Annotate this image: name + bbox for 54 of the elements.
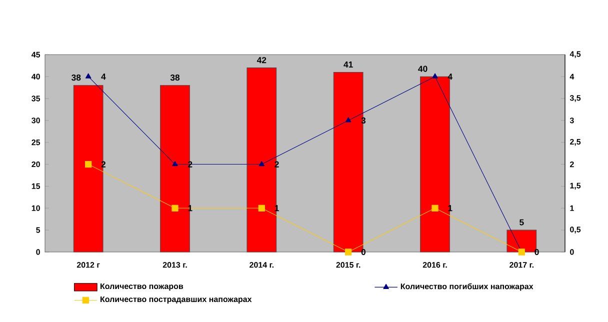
- x-tick-label: 2013 г.: [162, 262, 187, 268]
- data-label: 40: [418, 66, 428, 72]
- x-tick-label: 2015 г.: [336, 262, 360, 268]
- y-tick-label: 25: [32, 140, 40, 146]
- point: [172, 204, 178, 212]
- y2-tick-label: 4,5: [570, 51, 581, 58]
- y-tick-label: 30: [32, 118, 40, 124]
- y2-tick-label: 2: [570, 162, 574, 168]
- bar: [73, 85, 104, 252]
- y-tick-label: 45: [32, 52, 40, 58]
- data-label: 4: [101, 74, 106, 80]
- point: [432, 73, 438, 78]
- y2-tick-label: 3,5: [570, 95, 581, 102]
- x-tick-label: 2014 г.: [250, 262, 274, 268]
- point: [84, 160, 92, 168]
- data-label: 41: [344, 62, 353, 68]
- point: [432, 204, 438, 212]
- data-label: 42: [256, 57, 266, 64]
- point: [344, 248, 352, 256]
- data-label: 2: [188, 161, 192, 168]
- y2-tick-label: 3: [570, 118, 574, 124]
- bar: [246, 68, 277, 252]
- legend-label: Количество пострадавших напожарах: [100, 296, 252, 304]
- point: [345, 117, 352, 122]
- data-label: 38: [170, 74, 180, 81]
- x-tick-label: 2012 г: [76, 262, 100, 268]
- y2-tick-label: 0,5: [570, 226, 581, 234]
- y2-tick-label: 2,5: [570, 138, 581, 146]
- data-label: 0: [534, 248, 539, 256]
- y-tick-label: 15: [32, 183, 40, 190]
- y2-tick-label: 0: [570, 249, 574, 255]
- x-tick-label: 2017 г.: [510, 262, 534, 268]
- y2-tick-label: 4: [570, 74, 574, 80]
- y-tick-label: 20: [32, 161, 40, 168]
- y-tick-label: 0: [36, 249, 40, 255]
- data-label: 4: [448, 74, 452, 80]
- data-label: 5: [520, 219, 524, 226]
- legend-label: Количество пожаров: [100, 283, 184, 291]
- point: [258, 160, 265, 166]
- y-tick-label: 35: [32, 96, 40, 102]
- bar: [160, 85, 190, 252]
- y-tick-label: 5: [36, 227, 40, 233]
- point: [85, 73, 92, 78]
- point: [172, 160, 178, 166]
- point: [258, 204, 265, 212]
- x-tick-label: 2016 г.: [422, 262, 447, 268]
- data-label: 0: [361, 248, 366, 256]
- data-label: 1: [188, 205, 192, 212]
- data-label: 38: [72, 74, 81, 81]
- y-tick-label: 40: [32, 74, 40, 80]
- y-tick-label: 10: [32, 205, 40, 211]
- y2-tick-label: 1,5: [570, 182, 581, 190]
- y2-tick-label: 1: [570, 205, 574, 211]
- legend-label: Количество погибших напожарах: [400, 283, 534, 291]
